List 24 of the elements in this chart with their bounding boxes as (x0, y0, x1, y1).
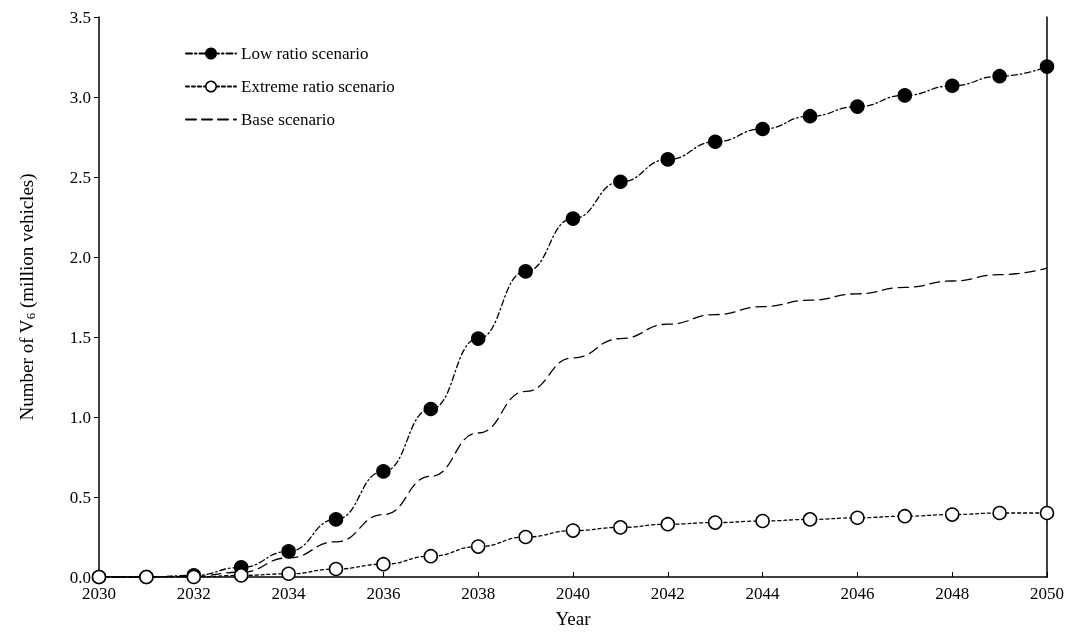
y-tick-label: 1.0 (69, 407, 91, 427)
legend-label: Low ratio scenario (241, 44, 369, 63)
legend-label: Base scenario (241, 110, 335, 129)
y-tick-label: 2.0 (69, 247, 91, 267)
y-tick-label: 0.0 (69, 567, 91, 587)
y-axis-title: Number of V6 (million vehicles) (16, 173, 38, 421)
y-tick-label: 3.0 (69, 87, 91, 107)
x-tick-label: 2032 (176, 584, 211, 603)
y-tick-label: 0.5 (69, 487, 91, 507)
legend-label: Extreme ratio scenario (241, 77, 395, 96)
x-tick-label: 2050 (1030, 584, 1064, 603)
x-tick-label: 2036 (366, 584, 401, 603)
y-tick-label: 3.5 (69, 7, 91, 27)
x-tick-label: 2034 (271, 584, 307, 603)
x-tick-label: 2030 (82, 584, 116, 603)
y-tick-label: 2.5 (69, 167, 91, 187)
x-tick-label: 2044 (745, 584, 781, 603)
x-tick-label: 2040 (556, 584, 590, 603)
x-axis-title: Year (555, 608, 592, 629)
x-tick-label: 2042 (650, 584, 685, 603)
y-tick-label: 1.5 (69, 327, 91, 347)
x-tick-label: 2038 (461, 584, 496, 603)
x-tick-label: 2048 (935, 584, 970, 603)
x-tick-label: 2046 (840, 584, 875, 603)
